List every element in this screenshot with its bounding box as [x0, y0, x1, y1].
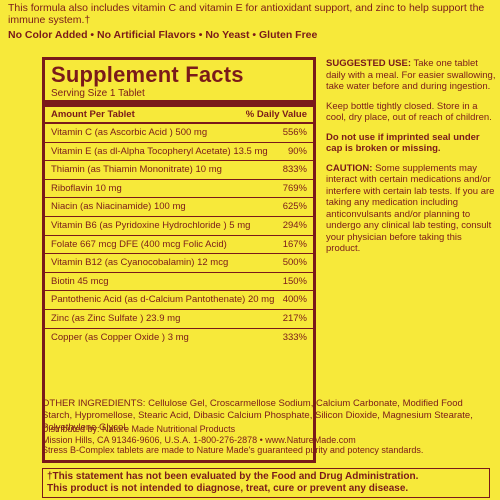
- caution-label: CAUTION:: [326, 162, 373, 174]
- supplement-facts-title: Supplement Facts: [51, 62, 244, 87]
- facts-row: Niacin (as Niacinamide) 100 mg 625%: [45, 198, 313, 217]
- nutrient-dv: 400%: [282, 294, 307, 306]
- nutrient-name: Vitamin B6 (as Pyridoxine Hydrochloride …: [51, 219, 251, 231]
- other-ingredients: OTHER INGREDIENTS: Cellulose Gel, Crosca…: [42, 398, 473, 433]
- nutrient-dv: 500%: [282, 257, 307, 269]
- nutrient-dv: 833%: [282, 164, 307, 176]
- facts-header: Amount Per Tablet % Daily Value: [45, 107, 313, 124]
- suggested-use-label: SUGGESTED USE:: [326, 58, 411, 69]
- facts-row: Vitamin B12 (as Cyanocobalamin) 12 mcg 50…: [45, 254, 313, 273]
- caution-text: Some supplements may interact with certa…: [326, 162, 495, 255]
- daily-value-header: % Daily Value: [245, 109, 307, 120]
- nutrient-name: Niacin (as Niacinamide) 100 mg: [51, 201, 186, 213]
- facts-row: Biotin 45 mcg 150%: [45, 273, 313, 292]
- serving-size: Serving Size 1 Tablet: [45, 87, 313, 107]
- nutrient-dv: 556%: [282, 127, 307, 138]
- nutrient-name: Zinc (as Zinc Sulfate ) 23.9 mg: [51, 312, 181, 324]
- facts-row: Pantothenic Acid (as d-Calcium Pantothen…: [45, 291, 313, 310]
- nutrient-dv: 150%: [282, 275, 307, 287]
- storage-text: Keep bottle tightly closed. Store in a c…: [326, 100, 492, 124]
- nutrient-name: Vitamin C (as Ascorbic Acid ) 500 mg: [51, 127, 208, 138]
- facts-row: Riboflavin 10 mg 769%: [45, 180, 313, 199]
- facts-row: Vitamin C (as Ascorbic Acid ) 500 mg 556%: [45, 124, 313, 143]
- nutrient-dv: 217%: [282, 312, 307, 324]
- nutrient-name: Folate 667 mcg DFE (400 mcg Folic Acid): [51, 238, 227, 250]
- caution: CAUTION: Some supplements may interact w…: [326, 163, 496, 255]
- distributor-line1: Distributed by: Nature Made Nutritional …: [42, 424, 236, 434]
- fda-statement-line1: †This statement has not been evaluated b…: [47, 471, 419, 482]
- nutrient-dv: 333%: [282, 331, 307, 343]
- facts-rows: Vitamin C (as Ascorbic Acid ) 500 mg 556%…: [45, 124, 313, 346]
- nutrient-name: Pantothenic Acid (as d-Calcium Pantothen…: [51, 294, 275, 306]
- suggested-use: SUGGESTED USE: Take one tablet daily wit…: [326, 58, 496, 93]
- nutrient-name: Thiamin (as Thiamin Mononitrate) 10 mg: [51, 164, 222, 176]
- distributor-line2: Mission Hills, CA 91346-9606, U.S.A. 1-8…: [42, 434, 356, 445]
- supplement-facts-panel: Supplement Facts Serving Size 1 Tablet A…: [42, 57, 316, 463]
- nutrient-name: Riboflavin 10 mg: [51, 182, 122, 194]
- seal-warning: Do not use if imprinted seal under cap i…: [326, 131, 480, 155]
- nutrient-name: Copper (as Copper Oxide ) 3 mg: [51, 331, 189, 343]
- fda-statement: †This statement has not been evaluated b…: [42, 468, 490, 498]
- nutrient-name: Vitamin E (as dl-Alpha Tocopheryl Acetat…: [51, 145, 268, 157]
- amount-header: Amount Per Tablet: [51, 109, 135, 120]
- distributor-info: Distributed by: Nature Made Nutritional …: [42, 424, 492, 456]
- facts-row: Zinc (as Zinc Sulfate ) 23.9 mg 217%: [45, 310, 313, 329]
- nutrient-name: Vitamin B12 (as Cyanocobalamin) 12 mcg: [51, 257, 229, 269]
- nutrient-dv: 90%: [287, 145, 307, 157]
- facts-row: Vitamin B6 (as Pyridoxine Hydrochloride …: [45, 217, 313, 236]
- nutrient-dv: 294%: [282, 219, 307, 231]
- facts-row: Folate 667 mcg DFE (400 mcg Folic Acid) 1…: [45, 236, 313, 255]
- intro-section: This formula also includes vitamin C and…: [8, 2, 494, 41]
- intro-text: This formula also includes vitamin C and…: [8, 2, 485, 26]
- product-claims: No Color Added • No Artificial Flavors •…: [8, 29, 318, 41]
- suggested-use-text: Take one tablet daily with a meal. For e…: [326, 58, 496, 92]
- fda-statement-line2: This product is not intended to diagnose…: [47, 483, 409, 494]
- distributor-line3: Stress B-Complex tablets are made to Nat…: [42, 445, 424, 455]
- facts-row: Copper (as Copper Oxide ) 3 mg 333%: [45, 329, 313, 347]
- nutrient-dv: 167%: [282, 238, 307, 250]
- nutrient-dv: 769%: [282, 182, 307, 194]
- facts-row: Thiamin (as Thiamin Mononitrate) 10 mg 83…: [45, 161, 313, 180]
- usage-column: SUGGESTED USE: Take one tablet daily wit…: [326, 58, 496, 263]
- nutrient-name: Biotin 45 mcg: [51, 275, 109, 287]
- nutrient-dv: 625%: [282, 201, 307, 213]
- facts-row: Vitamin E (as dl-Alpha Tocopheryl Acetat…: [45, 143, 313, 162]
